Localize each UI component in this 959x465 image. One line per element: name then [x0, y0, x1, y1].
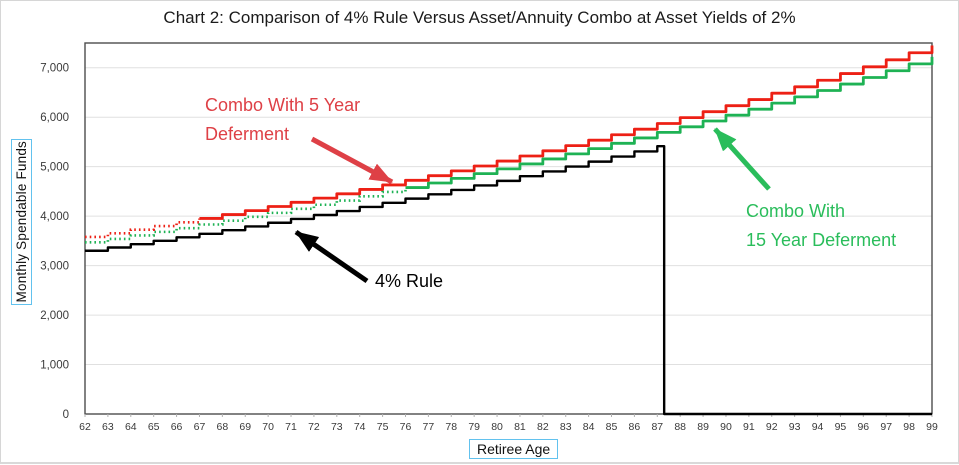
y-axis-label-box: Monthly Spendable Funds: [11, 139, 32, 305]
svg-text:0: 0: [63, 409, 69, 421]
svg-text:68: 68: [217, 421, 229, 433]
svg-text:77: 77: [423, 421, 435, 433]
annotation-combo-5-year: Combo With 5 Year Deferment: [205, 91, 360, 149]
x-axis-label: Retiree Age: [477, 441, 551, 457]
annotation-combo-15-year-line1: Combo With: [746, 201, 846, 221]
svg-text:88: 88: [674, 421, 686, 433]
svg-text:79: 79: [468, 421, 480, 433]
svg-text:63: 63: [102, 421, 114, 433]
svg-text:84: 84: [583, 421, 595, 433]
svg-text:69: 69: [239, 421, 251, 433]
svg-text:91: 91: [743, 421, 755, 433]
y-axis-label: Monthly Spendable Funds: [14, 141, 29, 303]
svg-text:94: 94: [812, 421, 824, 433]
svg-text:78: 78: [445, 421, 457, 433]
svg-text:98: 98: [903, 421, 915, 433]
svg-text:7,000: 7,000: [40, 63, 69, 75]
annotation-combo-15-year-line2: 15 Year Deferment: [746, 230, 897, 250]
svg-text:85: 85: [606, 421, 618, 433]
annotation-combo-5-year-line1: Combo With 5 Year: [205, 95, 361, 115]
svg-text:73: 73: [331, 421, 343, 433]
svg-text:83: 83: [560, 421, 572, 433]
svg-text:3,000: 3,000: [40, 261, 69, 273]
x-axis-label-box: Retiree Age: [469, 439, 559, 459]
svg-text:96: 96: [857, 421, 869, 433]
svg-text:4,000: 4,000: [40, 211, 69, 223]
svg-text:76: 76: [400, 421, 412, 433]
svg-text:99: 99: [926, 421, 938, 433]
svg-text:71: 71: [285, 421, 297, 433]
svg-text:2,000: 2,000: [40, 310, 69, 322]
svg-text:65: 65: [148, 421, 160, 433]
annotation-combo-15-year: Combo With 15 Year Deferment: [746, 197, 896, 255]
svg-text:64: 64: [125, 421, 137, 433]
svg-text:62: 62: [79, 421, 91, 433]
svg-text:82: 82: [537, 421, 549, 433]
svg-text:89: 89: [697, 421, 709, 433]
svg-text:75: 75: [377, 421, 389, 433]
annotation-combo-5-year-line2: Deferment: [205, 124, 290, 144]
svg-text:81: 81: [514, 421, 526, 433]
svg-text:70: 70: [262, 421, 274, 433]
svg-text:80: 80: [491, 421, 503, 433]
svg-text:86: 86: [629, 421, 641, 433]
svg-text:97: 97: [880, 421, 892, 433]
svg-text:6,000: 6,000: [40, 112, 69, 124]
svg-text:67: 67: [194, 421, 206, 433]
svg-text:5,000: 5,000: [40, 162, 69, 174]
svg-text:90: 90: [720, 421, 732, 433]
svg-text:66: 66: [171, 421, 183, 433]
svg-text:93: 93: [789, 421, 801, 433]
annotation-4-percent-rule: 4% Rule: [375, 271, 444, 291]
svg-text:92: 92: [766, 421, 778, 433]
svg-text:95: 95: [835, 421, 847, 433]
svg-text:74: 74: [354, 421, 366, 433]
chart-title: Chart 2: Comparison of 4% Rule Versus As…: [163, 8, 796, 27]
svg-text:87: 87: [651, 421, 663, 433]
svg-text:72: 72: [308, 421, 320, 433]
svg-text:1,000: 1,000: [40, 360, 69, 372]
